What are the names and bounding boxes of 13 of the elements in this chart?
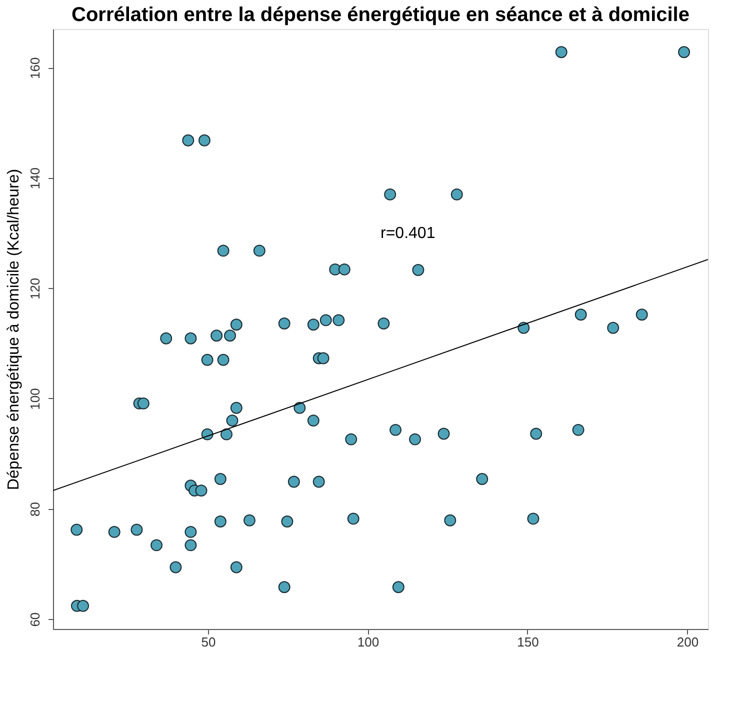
y-tick-label: 100 <box>28 388 42 410</box>
x-tick-label: 150 <box>517 634 539 650</box>
y-tick-label: 140 <box>28 168 42 190</box>
annotation: r=0.401 <box>380 225 436 242</box>
x-tick-label: 100 <box>357 634 380 650</box>
y-tick-label: 80 <box>28 502 42 517</box>
x-tick-label: 200 <box>676 634 699 650</box>
chart-title: Corrélation entre la dépense énergétique en séance et à domicile <box>72 4 690 26</box>
y-tick-label: 160 <box>28 57 42 79</box>
y-tick-label: 120 <box>28 278 42 300</box>
y-axis-title: Dépense énergétique à domicile (Kcal/heure) <box>6 168 22 490</box>
y-tick-label: 60 <box>28 612 42 627</box>
x-tick-label: 50 <box>201 634 216 650</box>
